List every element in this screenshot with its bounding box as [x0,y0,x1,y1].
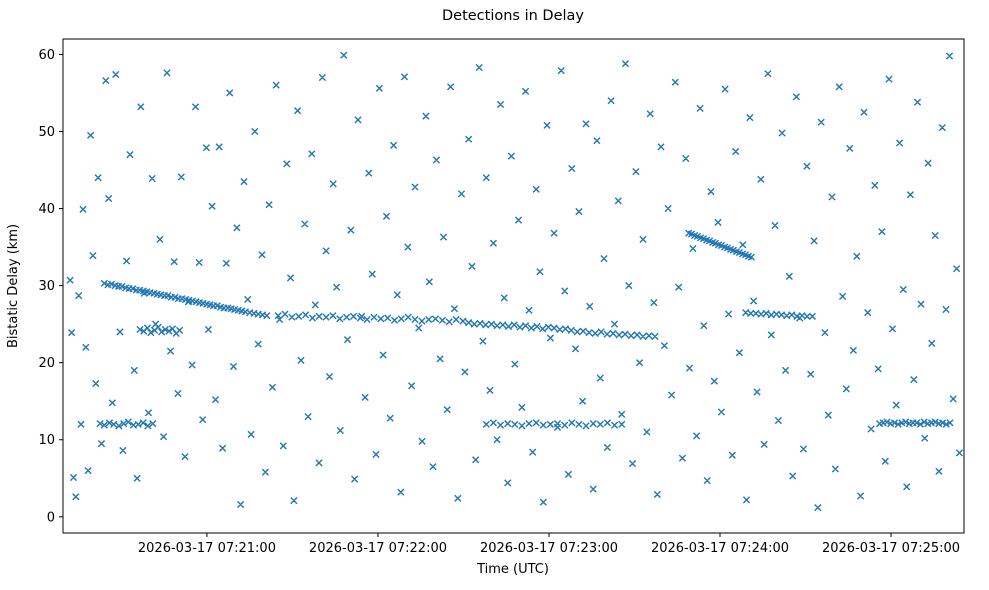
y-tick-label: 0 [47,510,55,525]
y-tick-label: 20 [38,356,55,371]
y-tick-label: 30 [38,279,55,294]
x-ticks: 2026-03-17 07:21:00 2026-03-17 07:22:00 20… [138,533,960,556]
x-tick-label: 2026-03-17 07:23:00 [480,541,618,556]
chart-title: Detections in Delay [442,8,584,24]
y-tick-label: 40 [38,202,55,217]
x-tick-label: 2026-03-17 07:22:00 [309,541,447,556]
x-tick-label: 2026-03-17 07:24:00 [651,541,789,556]
scatter-series [66,51,963,512]
x-axis-label: Time (UTC) [476,562,549,577]
y-ticks: 0 10 20 30 40 50 60 [38,48,63,525]
y-tick-label: 10 [38,433,55,448]
x-tick-label: 2026-03-17 07:25:00 [822,541,960,556]
plot-border [62,38,965,534]
y-axis-label: Bistatic Delay (km) [6,224,21,348]
x-tick-label: 2026-03-17 07:21:00 [138,541,276,556]
y-tick-label: 60 [38,48,55,63]
y-tick-label: 50 [38,125,55,140]
scatter-marker-path [66,51,963,512]
